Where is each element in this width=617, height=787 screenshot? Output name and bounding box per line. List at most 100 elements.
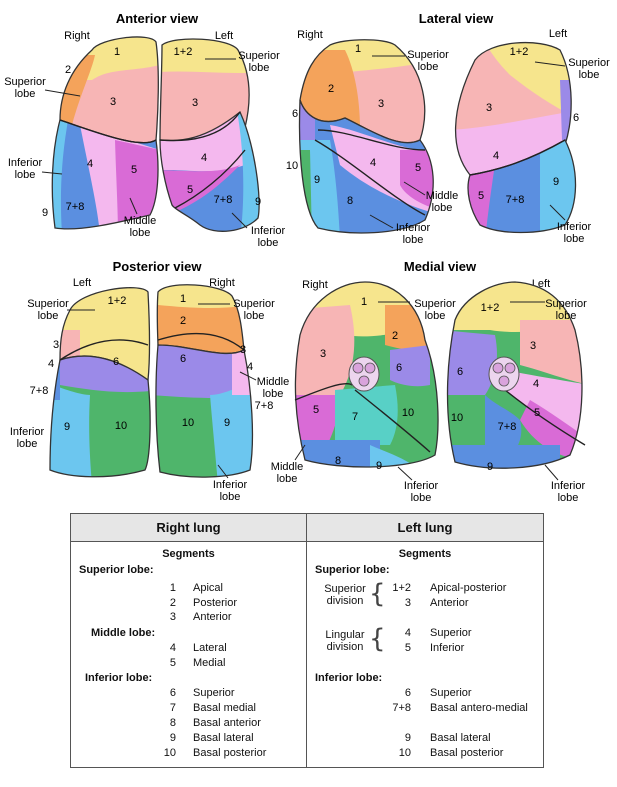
legend-number: 10: [398, 747, 411, 759]
legend-segment-name: Basal lateral: [193, 732, 254, 744]
medial-right-label: Right: [302, 279, 328, 291]
seg-num: 1+2: [108, 295, 127, 307]
lobe-label: lobe: [249, 62, 270, 74]
lobe-label: lobe: [418, 61, 439, 73]
right-middle-lobe-heading: Middle lobe:: [91, 627, 156, 639]
seg-num: 7: [352, 411, 358, 423]
legend-number: 5: [404, 642, 411, 654]
posterior-left-label: Left: [73, 277, 91, 289]
lobe-label: Middle: [426, 190, 458, 202]
legend-number: 9: [404, 732, 411, 744]
legend-number: 4: [169, 642, 176, 654]
lobe-label: lobe: [425, 310, 446, 322]
legend-number: 3: [404, 597, 411, 609]
seg-num: 1+2: [510, 46, 529, 58]
seg-num: 6: [292, 108, 298, 120]
hilum-right: [348, 356, 380, 392]
lobe-label: lobe: [277, 473, 298, 485]
seg-num: 8: [335, 455, 341, 467]
legend-segment-name: Inferior: [430, 642, 465, 654]
legend-number: 9: [169, 732, 176, 744]
lobe-label: lobe: [558, 492, 579, 504]
legend-segment-name: Basal antero-medial: [430, 702, 528, 714]
legend-number: 2: [169, 597, 176, 609]
legend-number: 4: [404, 627, 411, 639]
legend-segment-name: Basal anterior: [193, 717, 261, 729]
lobe-label: lobe: [244, 310, 265, 322]
seg-num: 6: [180, 353, 186, 365]
lobe-label: lobe: [564, 233, 585, 245]
lobe-label: Inferior: [396, 222, 431, 234]
anterior-right-label: Right: [64, 30, 90, 42]
legend-segment-name: Posterior: [193, 597, 238, 609]
seg-num: 1: [355, 43, 361, 55]
anterior-view-title: Anterior view: [116, 11, 199, 26]
seg-num: 2: [392, 330, 398, 342]
lobe-label: Inferior: [8, 157, 43, 169]
legend-segment-name: Anterior: [193, 611, 232, 623]
legend-number: 3: [169, 611, 176, 623]
lobe-label: Inferior: [551, 480, 586, 492]
anterior-right-lower-lobes: [52, 120, 159, 229]
posterior-view-title: Posterior view: [113, 259, 203, 274]
seg-num: 9: [314, 174, 320, 186]
legend-number: 5: [169, 657, 176, 669]
lobe-label: lobe: [15, 88, 36, 100]
legend-segment-name: Apical: [193, 582, 223, 594]
legend-segment-name: Superior: [430, 627, 472, 639]
seg-num: 3: [53, 339, 59, 351]
seg-num: 6: [457, 366, 463, 378]
lobe-label: Inferior: [213, 479, 248, 491]
seg-num: 7+8: [506, 194, 525, 206]
lobe-label: Superior: [407, 49, 449, 61]
right-superior-lobe-heading: Superior lobe:: [79, 564, 154, 576]
legend-number: 7+8: [392, 702, 411, 714]
lobe-label: lobe: [263, 388, 284, 400]
medial-view-title: Medial view: [404, 259, 477, 274]
lobe-label: Superior: [568, 57, 610, 69]
lobe-label: lobe: [556, 310, 577, 322]
left-superior-lobe-heading: Superior lobe:: [315, 564, 390, 576]
seg-num: 3: [240, 344, 246, 356]
lobe-label: Middle: [257, 376, 289, 388]
legend-segment-name: Superior: [430, 687, 472, 699]
legend-number: 7: [169, 702, 176, 714]
seg-num: 1: [180, 293, 186, 305]
segments-legend-table: Right lung Left lung Segments Superior l…: [70, 513, 544, 768]
seg-num: 5: [187, 184, 193, 196]
lobe-label: lobe: [130, 227, 151, 239]
legend-segment-name: Apical-posterior: [430, 582, 507, 594]
seg-num: 7+8: [66, 201, 85, 213]
seg-num: 9: [553, 176, 559, 188]
lobe-label: lobe: [17, 438, 38, 450]
superior-division-label: Superior: [324, 583, 366, 595]
column-divider: [306, 514, 307, 767]
seg-num: 4: [370, 157, 376, 169]
lobe-label: lobe: [432, 202, 453, 214]
lobe-label: Middle: [124, 215, 156, 227]
seg-num: 1: [361, 296, 367, 308]
seg-num: 9: [42, 207, 48, 219]
legend-number: 6: [404, 687, 411, 699]
lateral-left-label: Left: [549, 28, 567, 40]
seg-num: 4: [533, 378, 539, 390]
seg-num: 1: [114, 46, 120, 58]
lobe-label: Superior: [414, 298, 456, 310]
lobe-label: Superior: [233, 298, 275, 310]
seg-num: 10: [182, 417, 194, 429]
seg-num: 5: [478, 190, 484, 202]
lobe-label: lobe: [38, 310, 59, 322]
right-segments-label: Segments: [162, 548, 215, 560]
seg-num: 3: [192, 97, 198, 109]
lobe-label: Inferior: [10, 426, 45, 438]
medial-left-lung: [447, 282, 582, 469]
anterior-left-label: Left: [215, 30, 233, 42]
seg-num: 9: [487, 461, 493, 473]
seg-num: 1+2: [481, 302, 500, 314]
lung-segments-figure: Anterior view Right Left 1 2 3 4 5 7+8 9…: [4, 11, 610, 504]
seg-num: 4: [48, 358, 54, 370]
posterior-right-upper-lobe: [157, 284, 244, 354]
seg-num: 4: [201, 152, 207, 164]
seg-num: 10: [451, 412, 463, 424]
seg-num: 3: [486, 102, 492, 114]
